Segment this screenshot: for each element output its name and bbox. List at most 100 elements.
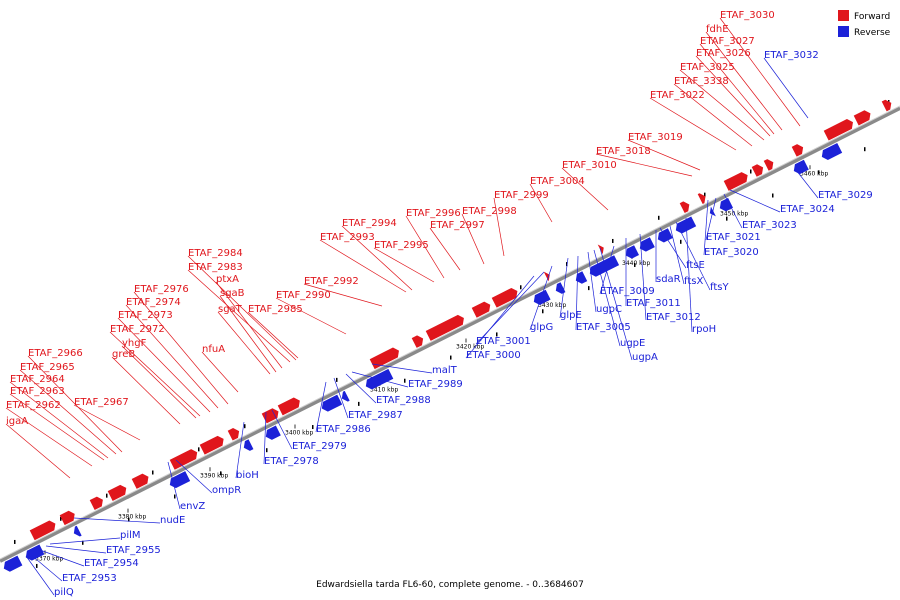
gene-label-group[interactable]: ETAF_2994 (341, 218, 413, 291)
reverse-gene-box[interactable] (623, 245, 640, 260)
gene-label-group[interactable]: greB (111, 349, 181, 425)
gene-label[interactable]: ETAF_3030 (720, 10, 775, 21)
gene-label[interactable]: ETAF_3022 (650, 90, 705, 101)
reverse-gene-box[interactable] (717, 197, 734, 213)
gene-label-group[interactable]: ETAF_3009 (599, 245, 655, 297)
gene-label-group[interactable]: ETAF_2989 (351, 371, 463, 390)
gene-label[interactable]: rpoH (692, 324, 716, 335)
forward-gene-box[interactable] (697, 191, 708, 204)
gene-label-group[interactable]: ETAF_2963 (9, 386, 105, 461)
gene-label[interactable]: ETAF_2988 (376, 395, 431, 406)
reverse-gene-box[interactable] (573, 271, 588, 285)
reverse-gene-box[interactable] (241, 439, 254, 452)
forward-gene-box[interactable] (369, 346, 402, 370)
gene-label-group[interactable]: ETAF_2986 (315, 381, 371, 435)
gene-label-group[interactable]: ftsE (659, 227, 705, 271)
gene-label[interactable]: malT (432, 365, 458, 376)
gene-label-group[interactable]: ETAF_2966 (27, 348, 123, 453)
gene-label[interactable]: ETAF_2985 (248, 304, 303, 315)
gene-label-group[interactable]: ETAF_2996 (405, 208, 461, 279)
gene-label[interactable]: ftsE (686, 260, 705, 271)
gene-label[interactable]: ETAF_3020 (704, 247, 759, 258)
gene-label[interactable]: sgaB (220, 288, 245, 299)
gene-label[interactable]: ETAF_3019 (628, 132, 683, 143)
gene-label-group[interactable]: ETAF_2976 (133, 284, 229, 405)
gene-label[interactable]: glpE (560, 310, 582, 321)
forward-gene-box[interactable] (853, 108, 873, 126)
gene-label-group[interactable]: ETAF_2979 (271, 409, 347, 452)
gene-label-group[interactable]: ETAF_3030 (719, 10, 801, 127)
gene-label-group[interactable]: ETAF_3024 (729, 189, 835, 215)
gene-label[interactable]: ETAF_3026 (696, 48, 751, 59)
reverse-gene-box[interactable] (263, 425, 281, 442)
forward-gene-box[interactable] (199, 434, 226, 455)
reverse-gene-box[interactable] (637, 237, 655, 253)
gene-label-group[interactable]: nfuA (201, 344, 239, 393)
gene-label[interactable]: envZ (180, 501, 205, 512)
gene-label[interactable]: ugpA (632, 352, 658, 363)
gene-label-group[interactable]: ETAF_3023 (723, 193, 797, 231)
gene-label-group[interactable]: ETAF_2983 (187, 262, 291, 363)
reverse-gene-box[interactable] (655, 228, 673, 244)
gene-label[interactable]: ftsY (710, 282, 729, 293)
gene-label[interactable]: ETAF_2997 (430, 220, 485, 231)
forward-gene-box[interactable] (89, 495, 106, 511)
reverse-gene-box[interactable] (553, 282, 566, 295)
gene-label[interactable]: ETAF_2999 (494, 190, 549, 201)
gene-label-group[interactable]: ETAF_2954 (39, 549, 139, 569)
gene-label[interactable]: ompR (212, 485, 241, 496)
gene-label[interactable]: pilM (120, 530, 141, 541)
gene-label[interactable]: ETAF_2973 (118, 310, 173, 321)
gene-label-group[interactable]: ETAF_2965 (19, 362, 117, 455)
gene-label[interactable]: ETAF_2989 (408, 379, 463, 390)
gene-label[interactable]: ETAF_3005 (576, 322, 631, 333)
gene-label-group[interactable]: fdhE (705, 24, 783, 131)
gene-label-group[interactable]: envZ (167, 461, 205, 512)
gene-label[interactable]: bioH (236, 470, 259, 481)
gene-label[interactable]: ETAF_2984 (188, 248, 243, 259)
gene-label-group[interactable]: ETAF_2993 (319, 232, 407, 293)
reverse-gene-box[interactable] (339, 390, 350, 404)
forward-gene-box[interactable] (277, 396, 303, 416)
gene-label-group[interactable]: ETAF_3004 (529, 176, 585, 223)
gene-label[interactable]: ETAF_2953 (62, 573, 117, 584)
gene-label-group[interactable]: malT (371, 363, 458, 376)
gene-label[interactable]: ETAF_2996 (406, 208, 461, 219)
reverse-gene-box[interactable] (531, 289, 551, 307)
gene-label[interactable]: fdhE (706, 24, 729, 35)
gene-label[interactable]: ETAF_3004 (530, 176, 585, 187)
forward-gene-box[interactable] (227, 426, 242, 441)
gene-label-group[interactable]: ftsY (675, 221, 729, 293)
gene-label-group[interactable]: ETAF_2999 (493, 190, 549, 257)
gene-label-group[interactable]: ETAF_2997 (429, 220, 485, 271)
gene-label-group[interactable]: ETAF_3001 (475, 271, 545, 347)
reverse-gene-box[interactable] (819, 142, 843, 162)
gene-label[interactable]: ETAF_3009 (600, 286, 655, 297)
gene-label-group[interactable]: ETAF_3005 (575, 255, 631, 333)
forward-gene-box[interactable] (425, 313, 467, 341)
gene-label[interactable]: yhgF (122, 338, 147, 349)
reverse-gene-box[interactable] (1, 555, 23, 574)
forward-gene-box[interactable] (751, 162, 766, 177)
gene-label-group[interactable]: ETAF_3026 (695, 48, 771, 137)
gene-label-group[interactable]: pilQ (25, 555, 74, 598)
gene-label[interactable]: greB (112, 349, 135, 360)
reverse-gene-box[interactable] (319, 394, 343, 414)
gene-label[interactable]: ETAF_3021 (706, 232, 761, 243)
gene-label[interactable]: ptxA (216, 274, 239, 285)
forward-gene-box[interactable] (543, 270, 553, 282)
gene-label[interactable]: glpG (530, 322, 553, 333)
gene-label[interactable]: ugpC (596, 304, 622, 315)
gene-label[interactable]: ETAF_3032 (764, 50, 819, 61)
gene-label[interactable]: ETAF_2978 (264, 456, 319, 467)
gene-label[interactable]: ETAF_2995 (374, 240, 429, 251)
gene-label-group[interactable]: pilM (49, 530, 141, 545)
reverse-gene-box[interactable] (791, 159, 809, 176)
gene-label[interactable]: ETAF_2964 (10, 374, 65, 385)
gene-label[interactable]: ETAF_2972 (110, 324, 165, 335)
gene-label-group[interactable]: ugpE (593, 249, 645, 349)
forward-gene-box[interactable] (471, 300, 493, 318)
gene-label-group[interactable]: ETAF_3022 (649, 90, 737, 151)
gene-label[interactable]: ETAF_3018 (596, 146, 651, 157)
gene-label-group[interactable]: ETAF_2984 (187, 248, 297, 361)
